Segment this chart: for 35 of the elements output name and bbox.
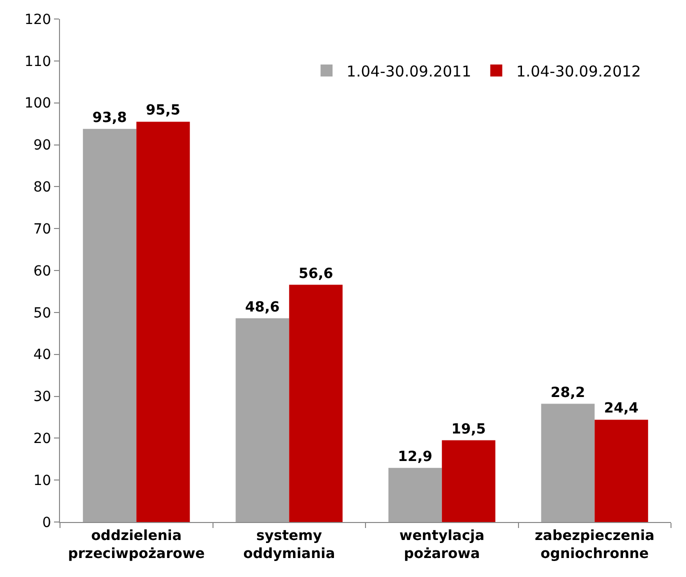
bar bbox=[136, 122, 190, 522]
bar bbox=[594, 420, 648, 522]
y-tick-label: 90 bbox=[33, 138, 52, 154]
x-tick-label: oddzielenia przeciwpożarowe bbox=[68, 528, 205, 562]
bar bbox=[289, 284, 343, 522]
x-tick-label: zabezpieczenia ogniochronne bbox=[534, 528, 654, 562]
bar bbox=[82, 128, 136, 522]
data-label: 95,5 bbox=[146, 102, 180, 119]
y-tick-label: 60 bbox=[33, 263, 52, 280]
y-tick-label: 70 bbox=[33, 221, 52, 238]
y-tick-label: 40 bbox=[33, 347, 52, 364]
legend-label: 1.04-30.09.2012 bbox=[516, 62, 641, 80]
y-tick-label: 110 bbox=[24, 54, 52, 70]
y-tick-label: 50 bbox=[33, 305, 52, 322]
bar bbox=[541, 404, 595, 522]
data-label: 28,2 bbox=[550, 384, 586, 401]
data-label: 56,6 bbox=[298, 266, 334, 282]
y-tick-label: 100 bbox=[24, 96, 52, 112]
y-tick-label: 30 bbox=[33, 389, 52, 406]
bar bbox=[236, 318, 290, 522]
y-tick-label: 10 bbox=[33, 472, 52, 489]
y-tick-label: 120 bbox=[24, 12, 52, 28]
data-label: 93,8 bbox=[92, 110, 127, 126]
y-tick-label: 0 bbox=[42, 514, 52, 531]
y-tick-label: 20 bbox=[33, 431, 52, 448]
x-tick-label: wentylacja pożarowa bbox=[399, 528, 484, 562]
x-tick-label: systemy oddymiania bbox=[243, 528, 336, 562]
data-label: 48,6 bbox=[245, 299, 280, 316]
data-label: 24,4 bbox=[604, 400, 639, 417]
y-tick-label: 80 bbox=[33, 180, 52, 196]
data-label: 19,5 bbox=[451, 421, 486, 438]
legend-label: 1.04-30.09.2011 bbox=[346, 62, 472, 80]
bar bbox=[442, 440, 496, 522]
bar bbox=[388, 468, 442, 522]
data-label: 12,9 bbox=[398, 448, 432, 465]
